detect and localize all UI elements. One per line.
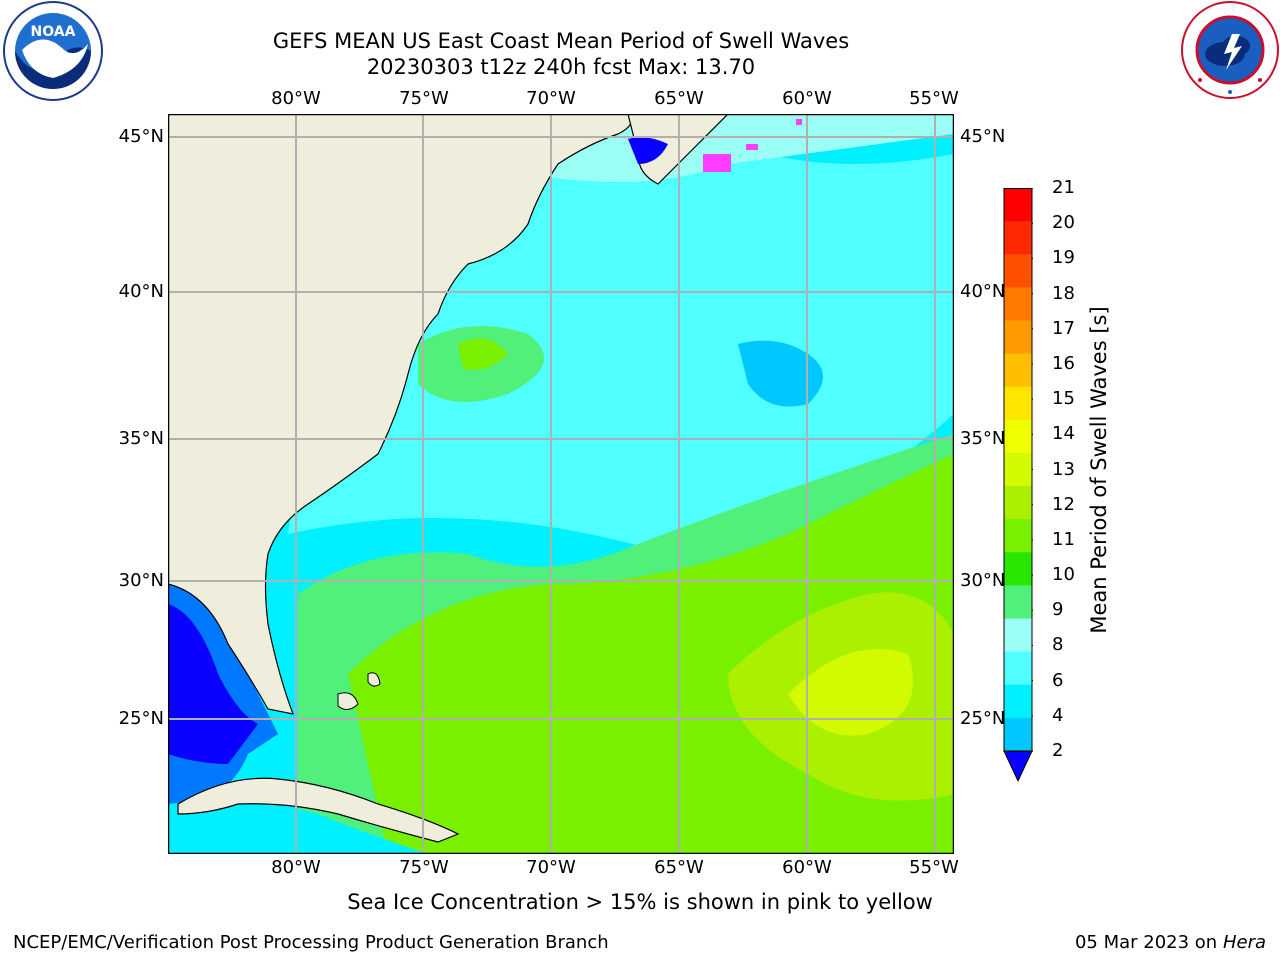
gulf-low-period (168, 604, 258, 764)
colorbar (1003, 188, 1033, 783)
period-12-13-region (788, 649, 913, 736)
lon-label-bottom: 70°W (526, 857, 576, 878)
sea-ice-note: Sea Ice Concentration > 15% is shown in … (347, 890, 933, 914)
sea-ice-marker (746, 144, 758, 150)
swell-period-map (168, 114, 954, 854)
colorbar-segment (1004, 618, 1032, 653)
colorbar-title: Mean Period of Swell Waves [s] (1087, 306, 1111, 634)
colorbar-extend-triangle (1003, 750, 1033, 783)
lat-label-right: 25°N (960, 708, 1006, 729)
producer-credit: NCEP/EMC/Verification Post Processing Pr… (13, 932, 609, 953)
lat-label-left: 30°N (118, 570, 164, 591)
chart-title: GEFS MEAN US East Coast Mean Period of S… (272, 29, 850, 53)
colorbar-tick-label: 2 (1052, 740, 1064, 761)
graticule (168, 114, 954, 854)
cuba-landmass (177, 777, 460, 843)
colorbar-segment (1004, 221, 1032, 255)
colorbar-tick-label: 11 (1052, 528, 1075, 550)
lon-label-bottom: 60°W (782, 857, 832, 878)
lon-label-top: 70°W (526, 88, 576, 109)
lon-label-bottom: 80°W (271, 857, 321, 878)
lon-label-top: 55°W (909, 88, 959, 109)
colorbar-tick-label: 10 (1052, 564, 1075, 586)
colorbar-segment (1004, 651, 1032, 686)
lon-label-top: 75°W (399, 88, 449, 109)
lon-label-top: 80°W (271, 88, 321, 109)
caribbean-region (168, 800, 428, 854)
colorbar-tick-label: 8 (1052, 634, 1064, 656)
lon-label-top: 60°W (782, 88, 832, 109)
lon-label-bottom: 65°W (654, 857, 704, 878)
colorbar-tick-label: 16 (1052, 352, 1075, 374)
colorbar-tick-label: 21 (1052, 177, 1075, 198)
lat-label-left: 40°N (118, 281, 164, 302)
lon-label-bottom: 75°W (399, 857, 449, 878)
colorbar-segment (1004, 386, 1032, 421)
colorbar-segment (1004, 585, 1032, 620)
colorbar-tick-label: 19 (1052, 247, 1075, 269)
sea-ice-marker (703, 154, 731, 172)
colorbar-tick-label: 17 (1052, 317, 1075, 339)
colorbar-segment (1004, 254, 1032, 288)
noaa-logo-text: NOAA (31, 24, 76, 40)
colorbar-segment (1004, 552, 1032, 586)
colorbar-segment (1004, 486, 1032, 520)
national-weather-service-logo-icon (1181, 1, 1279, 99)
colorbar-tick-label: 4 (1052, 704, 1064, 726)
bahamas-island (337, 692, 359, 710)
gulf-of-st-lawrence-low (628, 137, 668, 164)
noaa-logo-icon: NOAA (3, 1, 103, 101)
lat-label-left: 35°N (118, 428, 164, 449)
colorbar-segment (1004, 287, 1032, 321)
colorbar-segment (1004, 419, 1032, 454)
colorbar-tick-label: 14 (1052, 423, 1075, 445)
blue-patch (738, 340, 823, 407)
colorbar-segment (1004, 353, 1032, 388)
colorbar-tick-label: 9 (1052, 599, 1064, 621)
colorbar-tick-label: 6 (1052, 669, 1064, 691)
map-border (168, 114, 954, 854)
colorbar-segment (1004, 519, 1032, 553)
date-text: 05 Mar 2023 on (1074, 932, 1218, 953)
colorbar-tick-label: 13 (1052, 458, 1075, 480)
lat-label-left: 25°N (118, 708, 164, 729)
sea-ice-marker (796, 119, 802, 125)
colorbar-segment (1004, 188, 1032, 222)
colorbar-segment (1004, 684, 1032, 719)
colorbar-segment (1004, 320, 1032, 355)
colorbar-tick-label: 15 (1052, 388, 1075, 410)
colorbar-segment (1004, 717, 1032, 752)
lat-label-left: 45°N (118, 126, 164, 147)
lat-label-right: 40°N (960, 281, 1006, 302)
lat-label-right: 30°N (960, 570, 1006, 591)
colorbar-tick-label: 20 (1052, 212, 1075, 234)
colorbar-tick-label: 18 (1052, 282, 1075, 304)
lat-label-right: 35°N (960, 428, 1006, 449)
generation-date: 05 Mar 2023 on Hera (1075, 932, 1266, 953)
green-patch-2 (458, 338, 508, 370)
bahamas-island (367, 672, 381, 687)
lat-label-right: 45°N (960, 126, 1006, 147)
colorbar-segment (1004, 452, 1032, 487)
lon-label-top: 65°W (654, 88, 704, 109)
colorbar-tick-label: 12 (1052, 493, 1075, 515)
machine-name: Hera (1222, 932, 1266, 953)
chart-subtitle: 20230303 t12z 240h fcst Max: 13.70 (366, 55, 756, 79)
lon-label-bottom: 55°W (909, 857, 959, 878)
